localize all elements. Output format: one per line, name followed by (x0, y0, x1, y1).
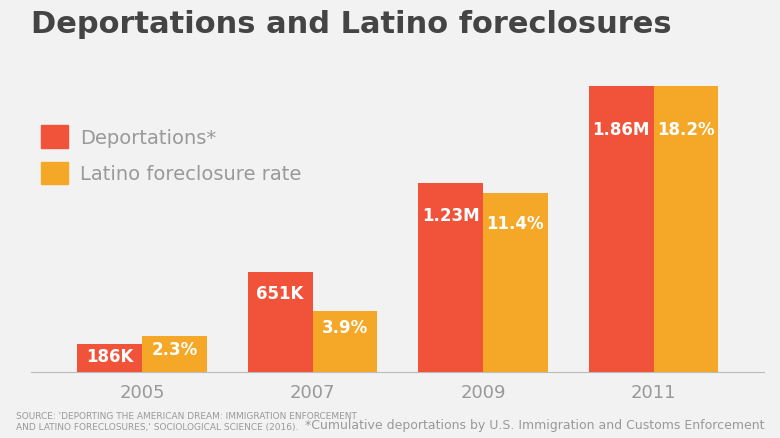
Bar (77, 344, 142, 372)
Text: 18.2%: 18.2% (658, 121, 714, 139)
Text: 11.4%: 11.4% (487, 215, 544, 233)
Bar (313, 311, 378, 372)
Text: 1.23M: 1.23M (422, 206, 480, 224)
Text: 651K: 651K (257, 284, 304, 302)
Text: Deportations and Latino foreclosures: Deportations and Latino foreclosures (31, 10, 672, 39)
Text: SOURCE: 'DEPORTING THE AMERICAN DREAM: IMMIGRATION ENFORCEMENT
AND LATINO FORECL: SOURCE: 'DEPORTING THE AMERICAN DREAM: I… (16, 411, 356, 431)
Bar (589, 87, 654, 372)
Bar (654, 87, 718, 372)
Text: *Cumulative deportations by U.S. Immigration and Customs Enforcement: *Cumulative deportations by U.S. Immigra… (305, 418, 764, 431)
Bar (418, 184, 483, 372)
Text: 2.3%: 2.3% (151, 341, 197, 359)
Text: 1.86M: 1.86M (593, 121, 650, 139)
Text: 186K: 186K (86, 347, 133, 365)
Bar (248, 272, 313, 372)
Bar (483, 194, 548, 372)
Text: 3.9%: 3.9% (322, 318, 368, 336)
Legend: Deportations*, Latino foreclosure rate: Deportations*, Latino foreclosure rate (41, 126, 301, 184)
Bar (142, 336, 207, 372)
